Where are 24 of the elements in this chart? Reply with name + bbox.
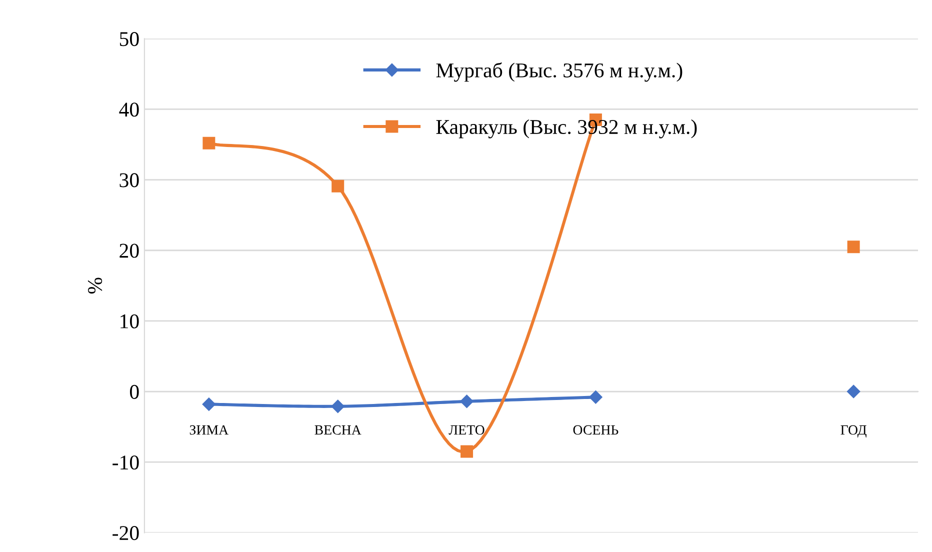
y-tick-label: 20: [120, 244, 139, 258]
legend-label: Мургаб (Выс. 3576 м н.у.м.): [436, 62, 682, 82]
x-tick-label: ГОД: [840, 425, 866, 438]
point: [202, 136, 216, 150]
point: [202, 398, 216, 411]
x-tick-label: ЛЕТО: [448, 425, 484, 435]
point: [332, 180, 344, 192]
x-tick-label: ОСЕНЬ: [573, 425, 618, 435]
y-axis-title: %: [88, 278, 102, 294]
x-tick-label: ВЕСНА: [314, 425, 362, 435]
y-tick-label: 40: [119, 102, 139, 117]
point: [847, 240, 860, 254]
y-tick-label: 50: [120, 32, 139, 46]
y-tick-label: 0: [130, 384, 139, 399]
point: [460, 394, 474, 408]
y-tick-label: 10: [120, 314, 139, 328]
point: [846, 384, 860, 398]
y-tick-label: 30: [120, 173, 139, 188]
y-tick-label: -20: [112, 526, 139, 540]
point: [331, 400, 344, 413]
point: [589, 390, 602, 404]
y-tick-label: -10: [112, 455, 139, 470]
point: [460, 445, 474, 458]
x-tick-label: ЗИМА: [190, 425, 229, 435]
